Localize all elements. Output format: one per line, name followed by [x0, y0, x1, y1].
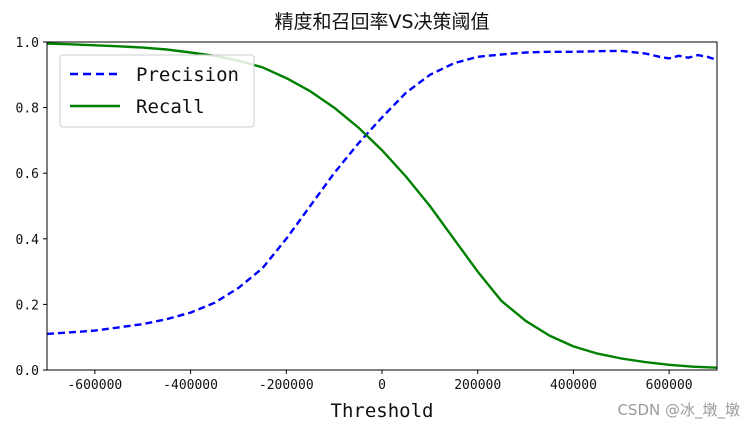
- legend-label-precision: Precision: [136, 64, 239, 86]
- x-tick-label: 400000: [550, 378, 597, 393]
- y-tick-label: 0.6: [16, 167, 39, 182]
- legend-box: [59, 54, 255, 128]
- x-tick-label: -600000: [67, 378, 122, 393]
- legend: Precision Recall: [59, 54, 255, 128]
- y-axis: 0.0 0.2 0.4 0.6 0.8 1.0: [16, 36, 47, 379]
- x-tick-label: -200000: [259, 378, 314, 393]
- x-tick-label: -400000: [163, 378, 218, 393]
- x-tick-label: 0: [378, 378, 386, 393]
- chart-title: 精度和召回率VS决策阈值: [274, 11, 489, 33]
- x-tick-label: 200000: [454, 378, 501, 393]
- y-tick-label: 0.2: [16, 298, 39, 313]
- watermark: CSDN @冰_墩_墩: [617, 401, 740, 420]
- y-tick-label: 1.0: [16, 36, 39, 51]
- legend-label-recall: Recall: [136, 96, 205, 118]
- x-axis-label: Threshold: [331, 400, 434, 422]
- x-tick-label: 600000: [646, 378, 693, 393]
- series-line-precision: [47, 49, 717, 336]
- y-tick-label: 0.4: [16, 233, 40, 248]
- x-axis: -600000 -400000 -200000 0 200000 400000 600000: [67, 370, 693, 393]
- y-tick-label: 0.8: [16, 102, 39, 117]
- y-tick-label: 0.0: [16, 364, 39, 379]
- series-line-recall: [47, 42, 717, 369]
